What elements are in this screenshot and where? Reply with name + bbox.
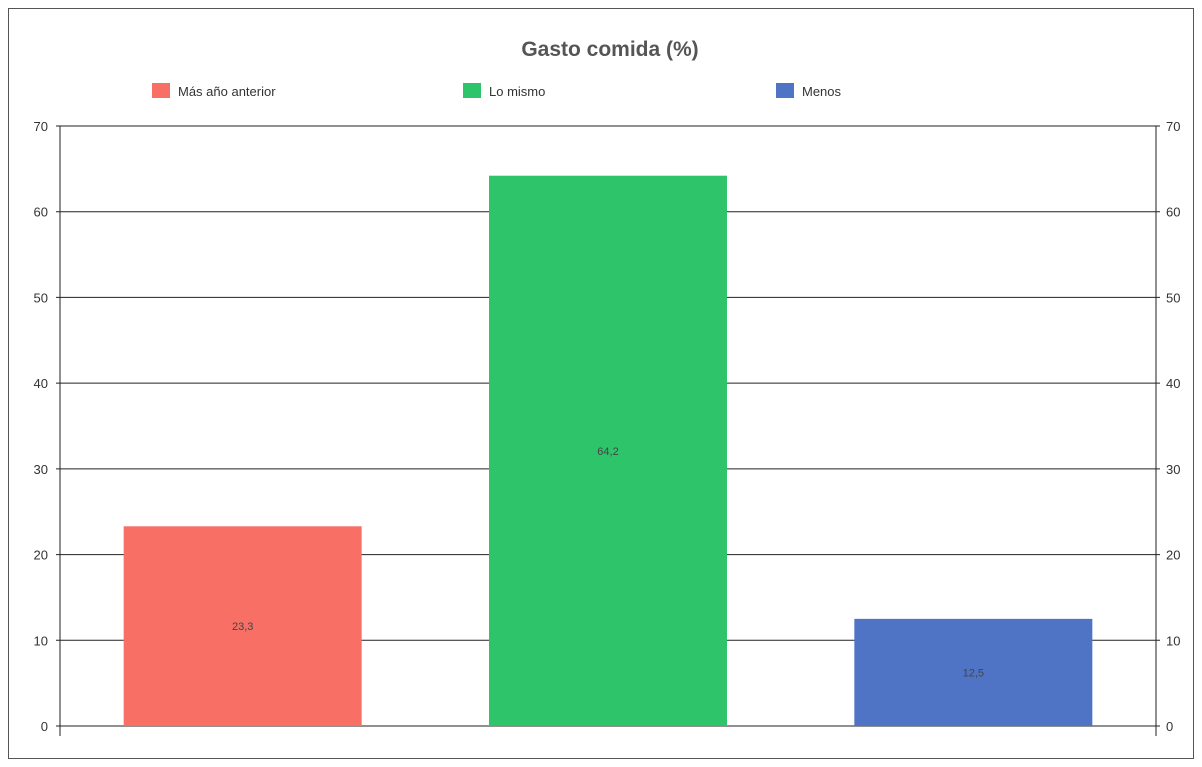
y-tick-label-left: 20 — [34, 548, 48, 563]
legend-swatch — [776, 83, 794, 98]
y-tick-label-left: 0 — [41, 719, 48, 734]
bar — [854, 618, 1093, 726]
bar-value-label: 23,3 — [232, 621, 253, 633]
y-tick-label-right: 50 — [1166, 290, 1180, 305]
y-tick-label-left: 50 — [34, 290, 48, 305]
y-tick-label-left: 70 — [34, 119, 48, 134]
y-tick-label-left: 30 — [34, 462, 48, 477]
y-tick-label-right: 30 — [1166, 462, 1180, 477]
legend-label: Más año anterior — [178, 84, 276, 99]
chart-title: Gasto comida (%) — [521, 38, 698, 61]
y-tick-label-right: 0 — [1166, 719, 1173, 734]
bar-chart: Gasto comida (%) Más año anterior Lo mism… — [8, 8, 1194, 759]
chart-frame: Gasto comida (%) Más año anterior Lo mism… — [8, 8, 1194, 759]
y-tick-label-right: 40 — [1166, 376, 1180, 391]
axes: 0 0 10 10 20 20 30 30 40 40 50 50 60 60 70 70 — [34, 119, 1180, 736]
y-tick-label-left: 60 — [34, 205, 48, 220]
y-tick-label-left: 40 — [34, 376, 48, 391]
legend: Más año anterior Lo mismo Menos — [152, 83, 842, 99]
legend-label: Menos — [802, 84, 842, 99]
y-tick-label-right: 20 — [1166, 548, 1180, 563]
bar-value-label: 64,2 — [597, 446, 618, 458]
y-tick-label-right: 60 — [1166, 205, 1180, 220]
bar-value-label: 12,5 — [963, 667, 984, 679]
legend-label: Lo mismo — [489, 84, 545, 99]
y-tick-label-left: 10 — [34, 633, 48, 648]
y-tick-label-right: 70 — [1166, 119, 1180, 134]
bar — [489, 175, 727, 726]
legend-swatch — [152, 83, 170, 98]
legend-swatch — [463, 83, 481, 98]
bars — [123, 175, 1093, 726]
y-tick-label-right: 10 — [1166, 633, 1180, 648]
bar — [123, 526, 362, 726]
bar-labels: 23,3 64,2 12,5 — [232, 446, 984, 680]
